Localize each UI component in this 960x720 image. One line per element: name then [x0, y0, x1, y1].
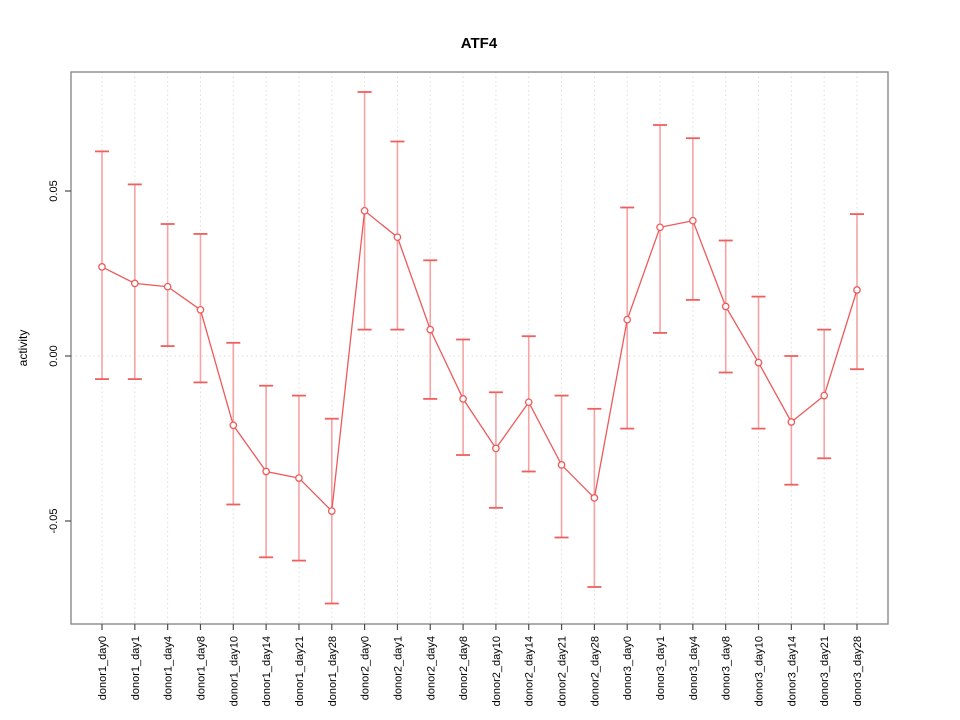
data-point-marker	[130, 279, 139, 288]
x-tick-label: donor2_day10	[491, 636, 503, 706]
data-point-marker	[853, 286, 861, 294]
x-axis-labels-layer: donor1_day0 donor1_day1 donor1_day4 donor1_…	[97, 636, 864, 706]
plot-border	[70, 71, 889, 625]
data-point-marker	[98, 263, 106, 271]
data-point-marker	[262, 467, 270, 476]
x-tick-label: donor3_day28	[852, 636, 864, 706]
data-point-marker	[426, 325, 435, 334]
y-tick-label: 0.00	[48, 345, 60, 366]
x-tick-label: donor2_day14	[524, 636, 536, 706]
data-point-marker	[590, 494, 599, 502]
x-tick-label: donor3_day1	[655, 636, 667, 700]
y-tick-label: 0.05	[48, 180, 60, 201]
data-point-marker	[459, 395, 467, 403]
x-tick-label: donor2_day0	[360, 636, 372, 700]
y-tick-label: -0.05	[48, 508, 60, 533]
x-tick-label: donor3_day21	[819, 636, 831, 706]
x-tick-label: donor1_day14	[261, 636, 273, 706]
data-point-marker	[196, 305, 205, 314]
x-tick-label: donor1_day1	[130, 636, 142, 700]
data-point-marker	[787, 418, 796, 426]
series-line-layer	[101, 209, 858, 513]
data-point-marker	[327, 507, 336, 515]
x-tick-label: donor1_day28	[327, 636, 339, 706]
data-point-marker	[393, 233, 402, 242]
x-tick-label: donor3_day8	[721, 636, 733, 700]
data-point-marker	[492, 444, 500, 453]
x-tick-label: donor2_day21	[557, 636, 569, 706]
x-tick-label: donor2_day8	[458, 636, 470, 700]
data-point-marker	[557, 461, 566, 469]
x-tick-label: donor2_day28	[589, 636, 601, 706]
data-point-marker	[656, 223, 664, 232]
x-tick-label: donor1_day10	[228, 636, 240, 706]
data-points-layer	[98, 206, 861, 515]
x-tick-label: donor3_day10	[754, 636, 766, 706]
y-axis-labels-layer: -0.05 0.00 0.05	[48, 180, 60, 533]
data-point-marker	[689, 216, 697, 225]
data-point-marker	[524, 398, 533, 407]
data-point-marker	[229, 421, 238, 430]
x-tick-label: donor3_day4	[688, 636, 700, 700]
x-tick-label: donor1_day0	[97, 636, 109, 700]
data-point-marker	[754, 358, 763, 367]
gridlines-layer	[71, 72, 888, 624]
data-point-marker	[295, 474, 303, 482]
data-point-marker	[820, 391, 829, 400]
x-tick-label: donor1_day21	[294, 636, 306, 706]
series-line	[101, 209, 858, 513]
x-tick-label: donor3_day0	[622, 636, 634, 700]
y-axis-title: activity	[16, 330, 30, 367]
error-bars-layer	[95, 91, 864, 605]
chart-title: ATF4	[461, 35, 498, 52]
data-point-marker	[623, 315, 632, 324]
x-tick-label: donor1_day4	[163, 636, 175, 700]
x-tick-label: donor3_day14	[786, 636, 798, 706]
x-tick-label: donor2_day4	[425, 636, 437, 700]
axis-ticks-layer	[65, 190, 858, 630]
data-point-marker	[721, 302, 730, 311]
data-point-marker	[360, 206, 369, 215]
data-point-marker	[163, 282, 172, 291]
x-tick-label: donor1_day8	[195, 636, 207, 700]
x-tick-label: donor2_day1	[392, 636, 404, 700]
